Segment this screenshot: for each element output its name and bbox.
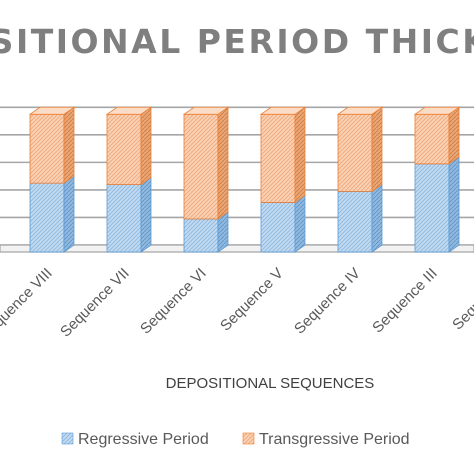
legend-label-transgressive: Transgressive Period xyxy=(259,431,410,448)
bar-front xyxy=(260,113,296,203)
x-tick-labels: Sequence VIII Sequence VII Sequence VI Sequ… xyxy=(0,265,474,344)
bar-side xyxy=(294,106,306,204)
bar-front xyxy=(106,184,142,253)
bar-regressive xyxy=(337,183,383,253)
bar-top xyxy=(28,106,76,115)
legend: Regressive Period Transgressive Period xyxy=(61,431,410,448)
x-tick-label: Sequence III xyxy=(369,265,441,337)
bar-transgressive xyxy=(259,106,307,204)
bar-regressive xyxy=(106,176,152,253)
bar-top xyxy=(259,106,307,115)
bar-top xyxy=(336,106,384,115)
bar-regressive xyxy=(414,156,460,253)
legend-label-regressive: Regressive Period xyxy=(78,431,209,448)
chart-title: DEPOSITIONAL PERIOD THICKNESS xyxy=(0,22,474,61)
bar-front xyxy=(106,113,142,185)
x-tick-label: Sequence IV xyxy=(291,265,364,338)
bar-side xyxy=(294,194,306,253)
bar-front xyxy=(337,113,373,192)
x-axis-label: DEPOSITIONAL SEQUENCES xyxy=(166,375,375,392)
bar-top xyxy=(413,106,461,115)
bar-front xyxy=(260,202,296,253)
bar-transgressive xyxy=(105,106,153,186)
bar-transgressive xyxy=(28,106,76,184)
bar-side xyxy=(63,106,75,184)
bar-transgressive xyxy=(413,106,461,165)
bar-front xyxy=(337,191,373,253)
bar-side xyxy=(63,175,75,253)
bars-group xyxy=(28,106,461,253)
x-tick-label: Sequence V xyxy=(217,265,287,335)
bar-top xyxy=(105,106,153,115)
bar-front xyxy=(183,113,219,220)
bar-regressive xyxy=(29,175,75,253)
bar-side xyxy=(371,183,383,253)
x-tick-label: Sequence VI xyxy=(137,265,210,338)
bar-side xyxy=(140,106,152,186)
bar-front xyxy=(183,218,219,253)
bar-regressive xyxy=(183,211,229,253)
bar-front xyxy=(29,182,65,253)
bar-side xyxy=(448,106,460,165)
bar-top xyxy=(182,106,230,115)
legend-swatch-regressive xyxy=(61,432,74,445)
bar-side xyxy=(448,156,460,253)
bar-front xyxy=(414,163,450,253)
bar-transgressive xyxy=(182,106,230,220)
x-tick-label: Sequence VII xyxy=(57,265,133,341)
bar-front xyxy=(29,113,65,184)
bar-side xyxy=(140,176,152,253)
bar-side xyxy=(217,106,229,220)
bar-side xyxy=(371,106,383,193)
x-tick-label: Sequence II xyxy=(449,265,474,334)
bar-front xyxy=(414,113,450,165)
legend-swatch-transgressive xyxy=(242,432,255,445)
bar-transgressive xyxy=(336,106,384,193)
x-tick-label: Sequence VIII xyxy=(0,265,56,344)
bar-regressive xyxy=(260,194,306,253)
